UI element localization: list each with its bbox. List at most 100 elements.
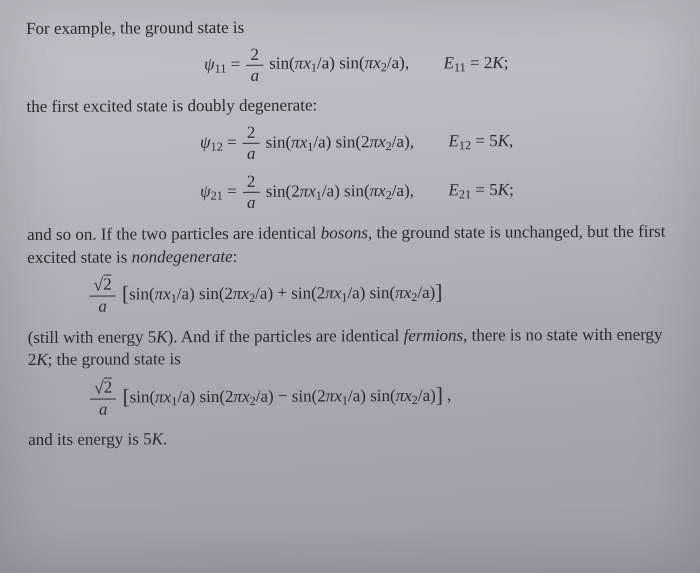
comma: , xyxy=(509,131,513,150)
degenerate-line: the first excited state is doubly degene… xyxy=(26,93,686,119)
equals: = xyxy=(223,133,241,152)
over-a: /a xyxy=(417,283,429,302)
term-1: sin(πx1/a) sin(2πx2/a) xyxy=(129,284,273,304)
over-a: /a xyxy=(177,387,189,406)
K: K xyxy=(498,131,509,150)
K: K xyxy=(492,53,503,72)
bosons-word: bosons xyxy=(321,223,368,242)
closing-line: and its energy is 5K. xyxy=(28,426,688,452)
text-4e: ; the ground state is xyxy=(48,350,181,370)
over-a: /a xyxy=(255,284,267,303)
psi-symbol: ψ xyxy=(200,133,211,152)
close-bracket: ] xyxy=(435,280,442,304)
sub-21-e: 21 xyxy=(459,188,471,202)
E-symbol: E xyxy=(448,131,458,150)
pi: π xyxy=(233,387,242,406)
sin-1: sin(πx1/a) xyxy=(269,54,339,73)
x: x xyxy=(373,54,381,73)
minus: − xyxy=(274,386,292,405)
E-symbol: E xyxy=(448,181,458,200)
term-2: sin(2πx1/a) sin(πx2/a) xyxy=(291,283,435,303)
sin-2: sin(πx2/a), xyxy=(344,181,414,200)
intro-line: For example, the ground state is xyxy=(26,15,686,41)
pi: π xyxy=(155,284,164,303)
period: . xyxy=(163,430,167,449)
sin-2: sin(πx2/a), xyxy=(339,53,409,72)
equals: = xyxy=(226,54,244,73)
pi: π xyxy=(295,54,304,73)
term-2: sin(2πx1/a) sin(πx2/a) xyxy=(292,386,436,406)
page-content: For example, the ground state is ψ 11 = 2… xyxy=(26,15,688,453)
text-3a: and so on. If the two particles are iden… xyxy=(27,223,321,244)
sub-12-e: 12 xyxy=(459,138,471,152)
x: x xyxy=(334,386,342,405)
x: x xyxy=(303,54,311,73)
over-a: /a xyxy=(317,54,329,73)
numerator-sqrt2: √2 xyxy=(89,275,115,297)
equation-psi21: ψ21 = 2a sin(2πx1/a) sin(πx2/a), E21 = 5… xyxy=(27,171,687,214)
text-3e: : xyxy=(233,246,238,265)
denominator-a: a xyxy=(243,193,260,213)
open-bracket: [ xyxy=(122,385,129,409)
numerator-2: 2 xyxy=(243,124,260,144)
over-a: /a xyxy=(418,386,430,405)
numerator-sqrt2: √2 xyxy=(90,378,116,400)
e11-value: 2K xyxy=(484,53,504,72)
sin-2: sin(2πx2/a), xyxy=(336,132,415,151)
pi: π xyxy=(155,387,164,406)
psi-symbol: ψ xyxy=(200,182,211,201)
equation-ground-state: ψ11 = 2a sin(πx1/a) sin(πx2/a), E11 = 2K… xyxy=(26,43,686,86)
sub-11: 11 xyxy=(215,61,227,75)
equation-psi12: ψ12 = 2a sin(πx1/a) sin(2πx2/a), E12 = 5… xyxy=(27,122,687,165)
equals-e: = xyxy=(471,131,489,150)
over-a: /a xyxy=(347,283,359,302)
sqrt-arg: 2 xyxy=(104,378,113,398)
over-a: /a xyxy=(256,387,268,406)
sin-1: sin(2πx1/a) xyxy=(266,181,345,200)
frac-2-over-a: 2a xyxy=(243,124,260,163)
equation-boson-state: √2 a [sin(πx1/a) sin(2πx2/a) + sin(2πx1/… xyxy=(27,272,687,317)
K: K xyxy=(498,180,509,199)
equals: = xyxy=(223,182,241,201)
term-1: sin(πx1/a) sin(2πx2/a) xyxy=(130,387,274,407)
denominator-a: a xyxy=(90,399,116,419)
pi: π xyxy=(395,283,404,302)
text-4b: ). And if the particles are identical xyxy=(168,326,404,346)
frac-sqrt2-over-a: √2 a xyxy=(90,378,117,419)
equals-e: = xyxy=(471,180,489,199)
semicolon: ; xyxy=(504,53,509,72)
sub-21: 21 xyxy=(211,189,223,203)
x: x xyxy=(241,284,249,303)
K-3: K xyxy=(152,430,163,449)
frac-2-over-a: 2a xyxy=(243,173,260,212)
close-bracket: ] xyxy=(436,383,443,407)
fermions-word: fermions xyxy=(404,325,464,344)
frac-sqrt2-over-a: √2 a xyxy=(89,275,116,316)
denominator-a: a xyxy=(243,144,260,164)
plus: + xyxy=(273,284,291,303)
pi: π xyxy=(365,54,374,73)
nondegenerate-word: nondegenerate xyxy=(132,246,233,266)
over-a: /a xyxy=(392,181,404,200)
equation-fermion-state: √2 a [sin(πx1/a) sin(2πx2/a) − sin(2πx1/… xyxy=(28,375,688,420)
frac-2-over-a: 2a xyxy=(246,46,263,85)
e12-value: 5K xyxy=(489,131,509,150)
x: x xyxy=(378,132,386,151)
x: x xyxy=(300,132,308,151)
over-a: /a xyxy=(392,132,404,151)
K-1: K xyxy=(156,327,167,346)
sin-1: sin(πx1/a) xyxy=(266,132,336,151)
x: x xyxy=(242,387,250,406)
numerator-2: 2 xyxy=(246,46,263,66)
x: x xyxy=(378,181,386,200)
text-4a: (still with energy 5 xyxy=(28,327,157,347)
x: x xyxy=(308,181,316,200)
over-a: /a xyxy=(348,386,360,405)
x: x xyxy=(404,283,412,302)
pi: π xyxy=(370,181,379,200)
fermions-paragraph: (still with energy 5K). And if the parti… xyxy=(28,323,688,372)
E-symbol: E xyxy=(444,53,454,72)
over-a: /a xyxy=(387,54,399,73)
denominator-a: a xyxy=(247,65,264,85)
K-2: K xyxy=(36,350,47,369)
